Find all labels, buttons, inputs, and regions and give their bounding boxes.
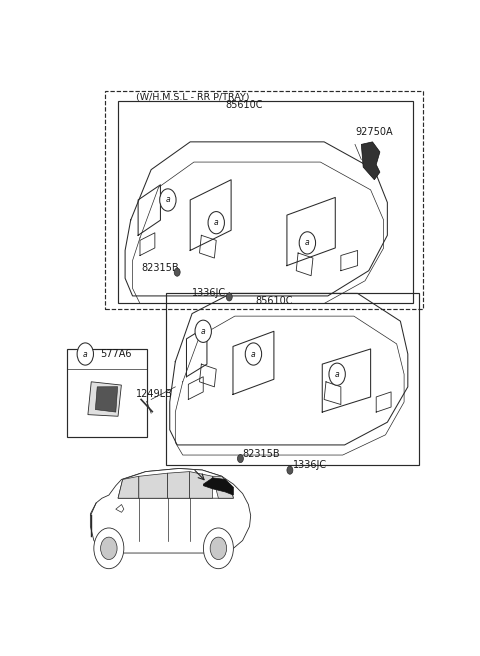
Text: a: a xyxy=(214,218,218,227)
Circle shape xyxy=(160,189,176,211)
Text: 85610C: 85610C xyxy=(226,100,263,110)
Text: 82315B: 82315B xyxy=(242,449,280,459)
Polygon shape xyxy=(118,468,233,498)
Polygon shape xyxy=(213,476,233,498)
Circle shape xyxy=(77,343,94,365)
Polygon shape xyxy=(190,472,213,498)
Bar xyxy=(105,91,423,308)
Text: 1336JC: 1336JC xyxy=(192,289,226,298)
Text: 92750A: 92750A xyxy=(356,127,394,137)
Polygon shape xyxy=(88,382,121,417)
Circle shape xyxy=(204,528,233,569)
Polygon shape xyxy=(90,468,251,553)
Circle shape xyxy=(174,268,180,276)
Polygon shape xyxy=(116,504,124,512)
Polygon shape xyxy=(361,142,380,180)
Text: a: a xyxy=(305,238,310,247)
Bar xyxy=(118,102,413,304)
Text: a: a xyxy=(166,195,170,205)
Text: (W/H.M.S.L - RR P/TRAY): (W/H.M.S.L - RR P/TRAY) xyxy=(136,93,250,102)
Circle shape xyxy=(245,343,262,365)
Polygon shape xyxy=(139,473,168,498)
Text: 1336JC: 1336JC xyxy=(292,460,326,470)
Circle shape xyxy=(299,232,315,254)
Circle shape xyxy=(226,293,232,301)
Text: a: a xyxy=(335,370,339,379)
Polygon shape xyxy=(204,478,233,495)
Circle shape xyxy=(329,363,345,385)
Polygon shape xyxy=(168,472,190,498)
Bar xyxy=(67,349,147,438)
Text: a: a xyxy=(251,350,256,359)
Text: a: a xyxy=(201,327,205,336)
Text: 82315B: 82315B xyxy=(142,263,180,273)
Text: 1249LB: 1249LB xyxy=(136,390,173,400)
Circle shape xyxy=(210,537,227,560)
Circle shape xyxy=(195,320,211,342)
Bar xyxy=(166,293,419,465)
Polygon shape xyxy=(96,387,118,412)
Text: a: a xyxy=(83,350,88,359)
Text: 577A6: 577A6 xyxy=(100,349,132,359)
Circle shape xyxy=(208,212,225,234)
Polygon shape xyxy=(118,476,139,498)
Circle shape xyxy=(287,466,293,474)
Circle shape xyxy=(101,537,117,560)
Text: 85610C: 85610C xyxy=(255,296,293,306)
Circle shape xyxy=(94,528,124,569)
Circle shape xyxy=(238,455,243,462)
